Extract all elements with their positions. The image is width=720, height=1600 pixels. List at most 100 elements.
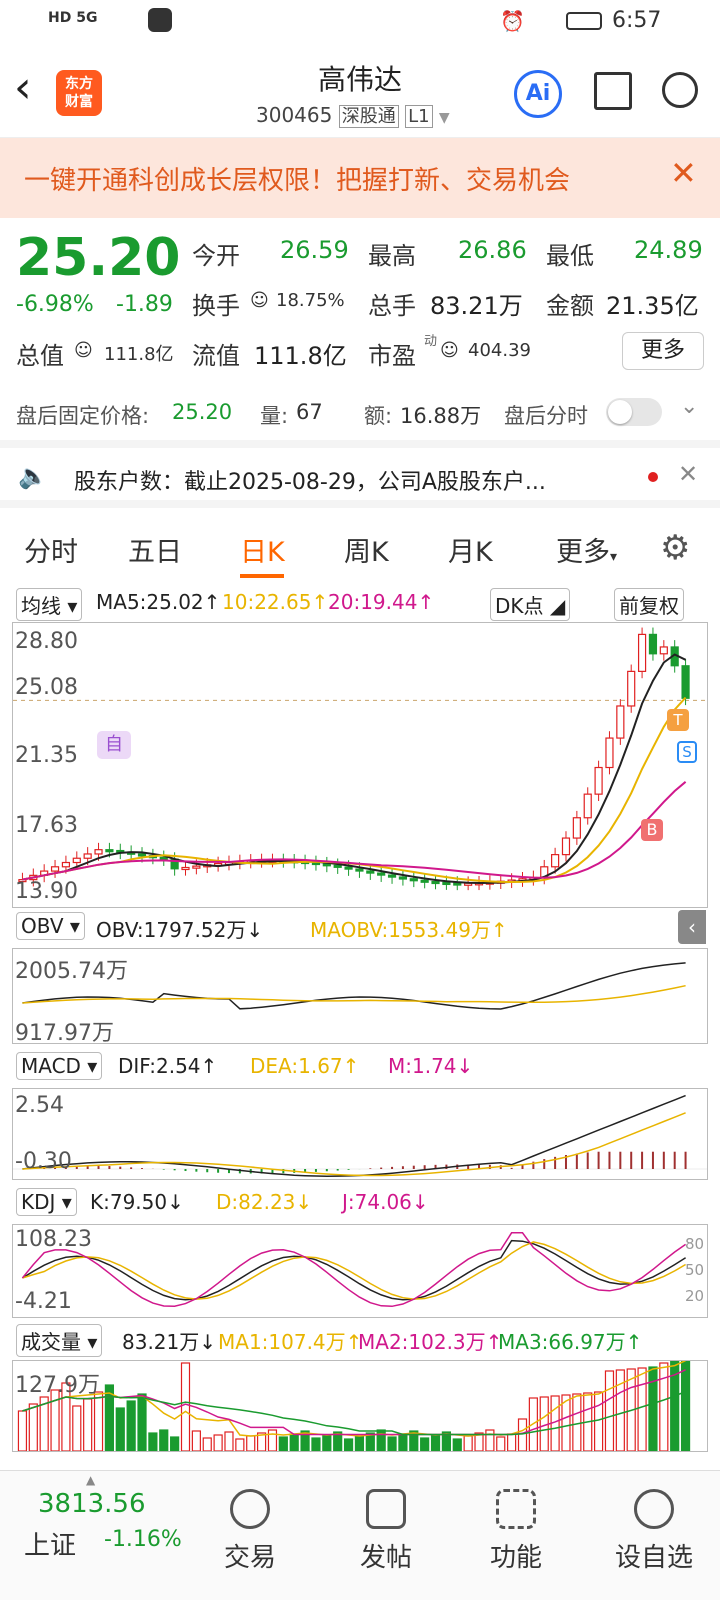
- candle-body: [181, 866, 190, 871]
- volume-bar: [474, 1432, 484, 1451]
- y-tick: 127.9万: [15, 1373, 100, 1398]
- volume-bar: [256, 1432, 267, 1451]
- yuan-icon: [230, 1489, 270, 1529]
- gear-icon[interactable]: ⚙: [660, 528, 691, 568]
- close-icon[interactable]: ✕: [678, 460, 699, 488]
- tab-more[interactable]: 更多▾: [556, 530, 617, 569]
- stock-name: 高伟达: [317, 63, 402, 96]
- y-tick: 28.80: [15, 629, 78, 654]
- chevron-down-icon: ▼: [438, 110, 450, 126]
- tab-daily-k[interactable]: 日K: [240, 537, 285, 568]
- volume-bar: [452, 1438, 462, 1451]
- volume-bar: [680, 1361, 691, 1451]
- kdj-name: KDJ: [21, 1190, 56, 1214]
- after-hours-vol-label: 量:: [260, 404, 289, 428]
- adjust-dropdown[interactable]: 前复权: [614, 588, 684, 621]
- tab-minute[interactable]: 分时: [24, 537, 78, 568]
- volume-dropdown[interactable]: 成交量 ▾: [16, 1324, 103, 1357]
- info-icon[interactable]: ☺: [74, 340, 93, 361]
- add-watchlist-button[interactable]: 设自选: [596, 1489, 712, 1574]
- volume-chart[interactable]: 127.9万: [12, 1360, 708, 1452]
- more-button[interactable]: 更多: [622, 332, 704, 370]
- index-value[interactable]: 3813.56: [38, 1489, 146, 1519]
- search-icon[interactable]: [662, 72, 698, 108]
- stock-code-row[interactable]: 300465 深股通 L1 ▼: [256, 102, 450, 128]
- sell-marker[interactable]: S: [677, 741, 697, 763]
- open-label: 今开: [192, 242, 240, 270]
- volume-bar: [213, 1434, 223, 1451]
- ai-button[interactable]: Ai: [514, 70, 562, 118]
- last-price: 25.20: [16, 228, 181, 288]
- notice-bar[interactable]: 🔈 股东户数：截止2025-08-29，公司A股股东户... ✕: [0, 440, 720, 508]
- mcap-label[interactable]: 总值: [16, 342, 64, 370]
- pe-value: 404.39: [468, 340, 531, 361]
- k-line: [22, 1239, 686, 1301]
- obv-dropdown[interactable]: OBV ▾: [16, 912, 85, 940]
- tab-weekly-k[interactable]: 周K: [344, 537, 389, 568]
- collapse-panel-icon[interactable]: ‹: [678, 910, 706, 944]
- turnover-label[interactable]: 换手: [192, 292, 240, 320]
- share-icon[interactable]: [594, 72, 632, 110]
- edit-icon: [366, 1489, 406, 1529]
- volume-bar: [300, 1430, 310, 1451]
- macd-dropdown[interactable]: MACD ▾: [16, 1052, 103, 1080]
- dk-point-dropdown[interactable]: DK点 ◢: [490, 588, 571, 621]
- info-icon[interactable]: ☺: [440, 340, 459, 361]
- dif-value: DIF:2.54↑: [118, 1054, 218, 1078]
- volume-bar: [50, 1389, 60, 1451]
- grid-icon: [496, 1489, 536, 1529]
- turnover-value: 18.75%: [276, 290, 345, 311]
- post-button[interactable]: 发帖: [336, 1489, 436, 1574]
- indicator-dropdown[interactable]: 均线 ▾: [16, 588, 83, 621]
- volume-bar: [441, 1431, 452, 1451]
- after-hours-toggle[interactable]: [606, 398, 662, 426]
- alarm-icon: ⏰: [500, 9, 525, 33]
- kline-legend: 均线 ▾ MA5:25.02↑ 10:22.65↑ 20:19.44↑ DK点 …: [16, 588, 716, 621]
- index-name[interactable]: 上证: [24, 1531, 77, 1561]
- t-marker[interactable]: T: [667, 709, 689, 731]
- info-icon[interactable]: ☺: [250, 290, 269, 311]
- volume-bar: [593, 1391, 604, 1451]
- candle-body: [659, 646, 668, 655]
- amount-value: 21.35亿: [606, 292, 699, 320]
- period-tabs: 分时 五日 日K 周K 月K 更多▾ ⚙: [0, 512, 720, 582]
- high-value: 26.86: [458, 236, 527, 264]
- back-icon[interactable]: ‹: [14, 62, 32, 113]
- function-button[interactable]: 功能: [466, 1489, 566, 1574]
- kline-chart[interactable]: 28.80 25.08 21.35 17.63 13.90 自 B S T: [12, 622, 708, 908]
- pe-label[interactable]: 市盈: [368, 342, 416, 370]
- float-label: 流值: [192, 342, 240, 370]
- obv-chart[interactable]: 2005.74万 917.97万: [12, 948, 708, 1046]
- network-icon: HD 5G: [48, 10, 98, 26]
- volume-bar: [322, 1434, 332, 1451]
- volume-bar: [28, 1403, 38, 1451]
- function-label: 功能: [489, 1543, 542, 1573]
- kdj-chart[interactable]: 108.23 -4.21 80 50 20: [12, 1224, 708, 1318]
- volume-bar: [648, 1366, 658, 1451]
- tab-monthly-k[interactable]: 月K: [448, 537, 493, 568]
- kdj-dropdown[interactable]: KDJ ▾: [16, 1188, 77, 1216]
- candle-body: [420, 879, 429, 883]
- candle-body: [627, 670, 636, 707]
- macd-chart[interactable]: 2.54 -0.30: [12, 1088, 708, 1180]
- tab-five-day[interactable]: 五日: [128, 537, 182, 568]
- y-tick: 108.23: [15, 1227, 92, 1252]
- post-label: 发帖: [359, 1543, 412, 1573]
- volume-bar: [246, 1435, 256, 1451]
- caret-down-icon: ▾: [610, 549, 618, 565]
- y-tick: -0.30: [15, 1149, 72, 1174]
- candle-body: [409, 878, 418, 882]
- obv-svg: [22, 962, 686, 1010]
- volume-bar: [224, 1431, 234, 1451]
- chevron-down-icon[interactable]: ⌄: [680, 394, 699, 419]
- promo-banner[interactable]: 一键开通科创成长层权限！把握打新、交易机会 ✕: [0, 138, 720, 218]
- volume-bar: [170, 1436, 180, 1451]
- ma20-value: 20:19.44↑: [328, 590, 435, 614]
- buy-marker[interactable]: B: [641, 819, 663, 841]
- volume-bar: [387, 1436, 397, 1451]
- close-icon[interactable]: ✕: [670, 154, 697, 192]
- trade-button[interactable]: 交易: [200, 1489, 300, 1574]
- j-line: [21, 1232, 687, 1308]
- self-select-marker[interactable]: 自: [97, 731, 131, 759]
- float-value: 111.8亿: [254, 342, 347, 370]
